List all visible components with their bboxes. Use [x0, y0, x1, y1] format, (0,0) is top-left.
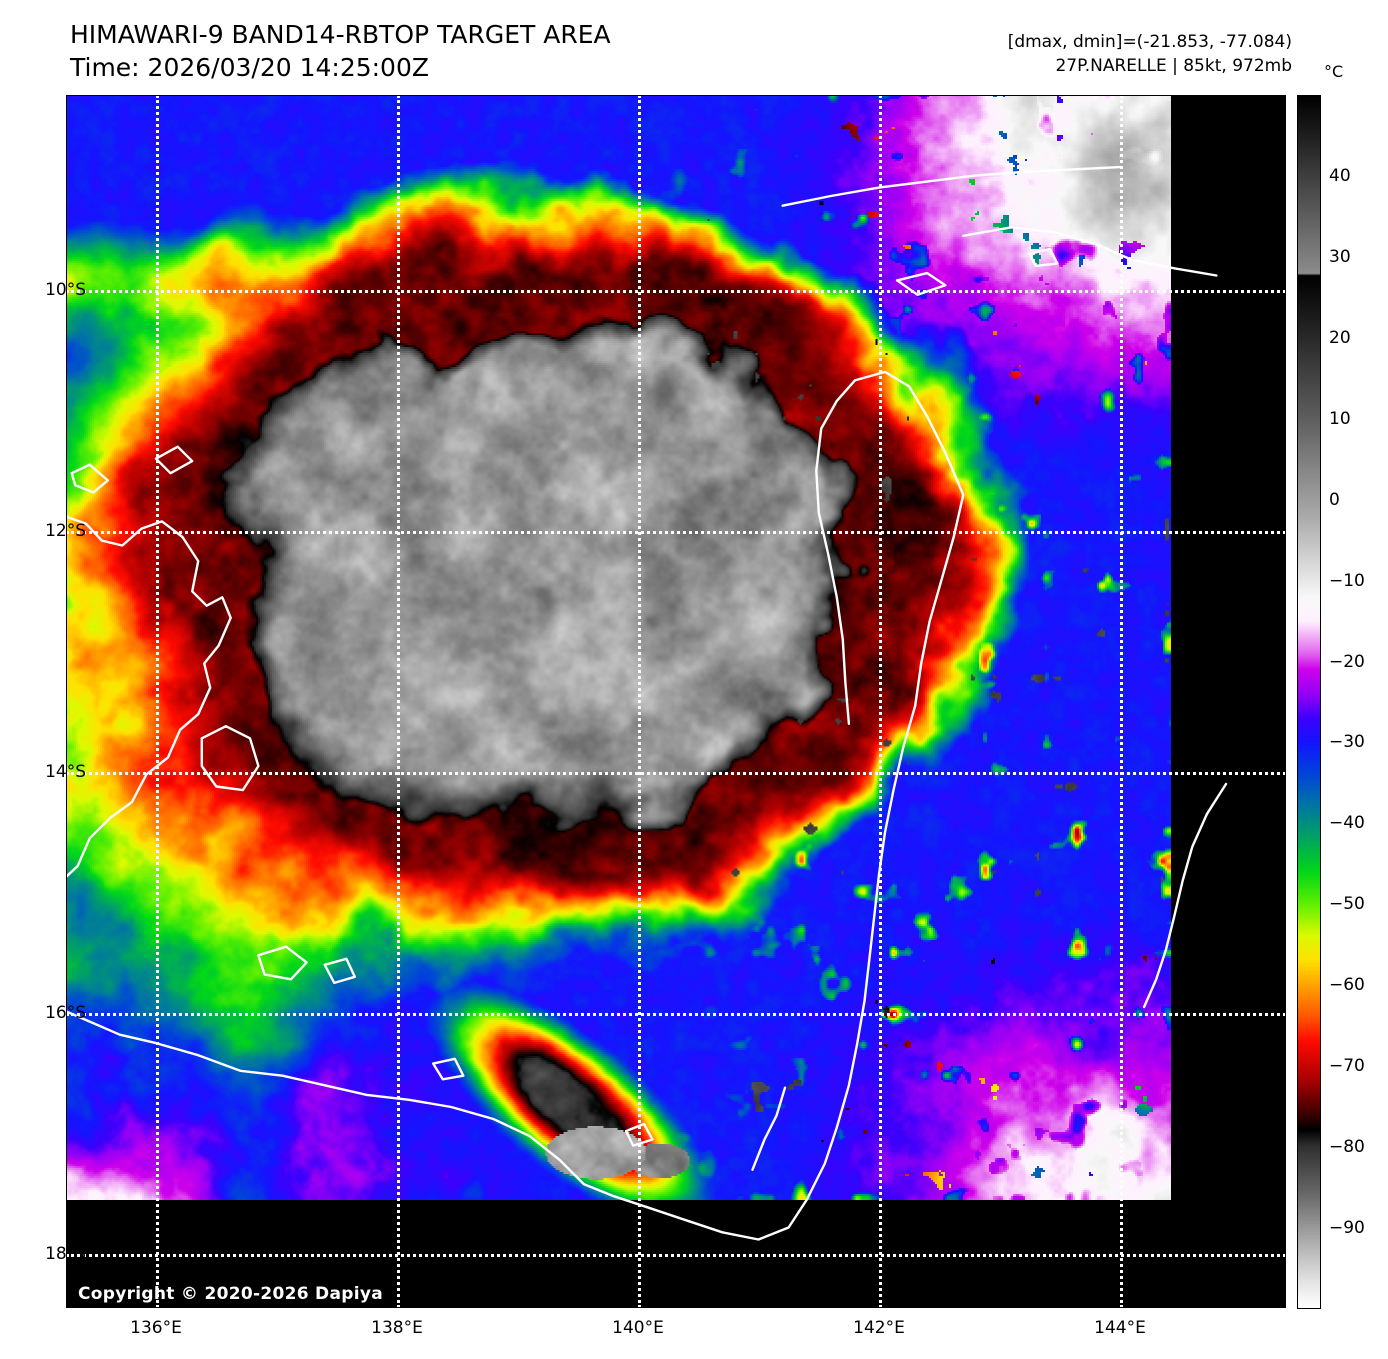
graticule-lat-18°S	[66, 1254, 1286, 1257]
colorbar-tick-label: 10	[1329, 408, 1351, 429]
lon-tick-label: 144°E	[1094, 1318, 1146, 1338]
dmax-dmin-label: [dmax, dmin]=(-21.853, -77.084)	[1007, 32, 1292, 52]
colorbar-tick-label: −80	[1329, 1137, 1365, 1158]
page-title: HIMAWARI-9 BAND14-RBTOP TARGET AREA Time…	[70, 18, 611, 84]
colorbar-tick-label: 0	[1329, 489, 1340, 510]
lat-tick-label: 10°S	[45, 280, 86, 300]
colorbar-tick-label: 30	[1329, 246, 1351, 267]
colorbar-unit-label: °C	[1324, 62, 1344, 81]
lon-tick-label: 136°E	[130, 1318, 182, 1338]
satellite-raster	[66, 95, 1171, 1200]
lat-tick-label: 18°S	[45, 1244, 86, 1264]
colorbar-tick-label: −60	[1329, 975, 1365, 996]
lon-tick-label: 138°E	[371, 1318, 423, 1338]
satellite-image-plot	[66, 95, 1286, 1308]
colorbar-tick-label: −10	[1329, 570, 1365, 591]
metadata-block: [dmax, dmin]=(-21.853, -77.084) 27P.NARE…	[1008, 30, 1292, 78]
colorbar-tick-label: −90	[1329, 1218, 1365, 1239]
colorbar-tick-label: −70	[1329, 1056, 1365, 1077]
storm-info-label: 27P.NARELLE | 85kt, 972mb	[1055, 56, 1292, 76]
colorbar	[1297, 95, 1321, 1309]
lat-tick-label: 14°S	[45, 762, 86, 782]
colorbar-tick-label: 40	[1329, 165, 1351, 186]
colorbar-tick-label: −30	[1329, 732, 1365, 753]
lon-tick-label: 140°E	[612, 1318, 664, 1338]
lat-tick-label: 16°S	[45, 1003, 86, 1023]
title-line-2: Time: 2026/03/20 14:25:00Z	[70, 53, 429, 82]
lon-tick-label: 142°E	[853, 1318, 905, 1338]
lat-tick-label: 12°S	[45, 521, 86, 541]
colorbar-tick-label: −20	[1329, 651, 1365, 672]
colorbar-tick-label: 20	[1329, 327, 1351, 348]
title-line-1: HIMAWARI-9 BAND14-RBTOP TARGET AREA	[70, 20, 611, 49]
colorbar-tick-label: −40	[1329, 813, 1365, 834]
colorbar-tick-label: −50	[1329, 894, 1365, 915]
copyright-label: Copyright © 2020-2026 Dapiya	[78, 1284, 383, 1304]
